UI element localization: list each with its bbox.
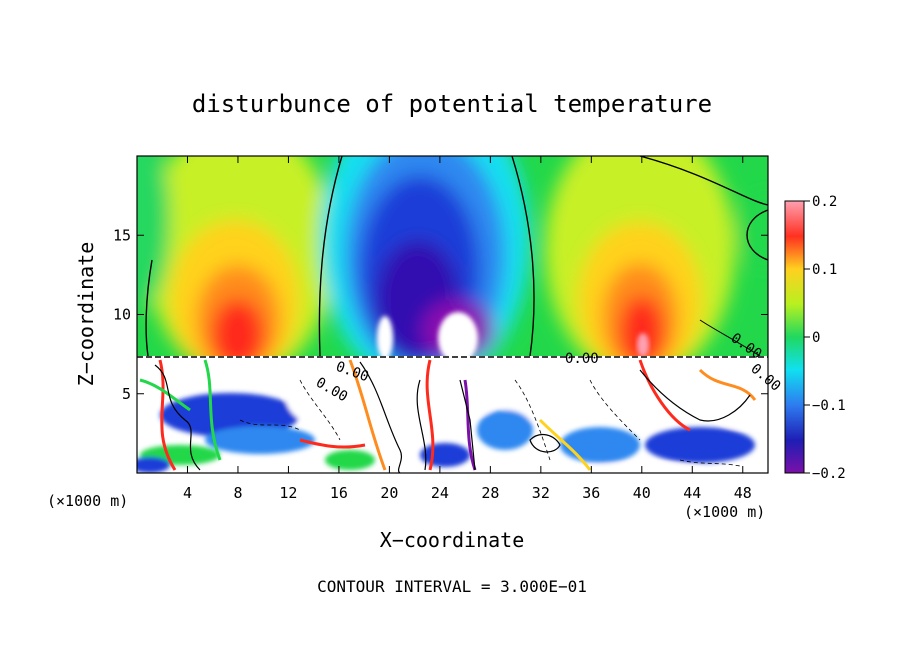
x-tick-label: 36 xyxy=(582,484,600,502)
x-axis-title: X−coordinate xyxy=(380,528,525,552)
upper-field xyxy=(137,156,768,356)
y-tick-label: 15 xyxy=(113,226,131,244)
x-axis: 4 8 12 16 20 24 28 32 36 40 44 48 xyxy=(183,156,752,502)
x-tick-label: 8 xyxy=(233,484,242,502)
lower-field xyxy=(137,356,768,473)
x-tick-label: 40 xyxy=(633,484,651,502)
x-tick-label: 24 xyxy=(431,484,449,502)
x-tick-label: 32 xyxy=(532,484,550,502)
x-unit-label-left: (×1000 m) xyxy=(47,492,128,510)
y-axis-title: Z−coordinate xyxy=(74,242,98,387)
x-tick-label: 48 xyxy=(734,484,752,502)
colorbar-tick-label: −0.2 xyxy=(812,466,846,482)
colorbar-tick-label: 0.1 xyxy=(812,262,837,278)
colorbar-tick-label: −0.1 xyxy=(812,398,846,414)
x-tick-label: 28 xyxy=(481,484,499,502)
x-tick-label: 12 xyxy=(279,484,297,502)
x-tick-label: 44 xyxy=(683,484,701,502)
x-tick-label: 16 xyxy=(330,484,348,502)
plot-area: 0.00 0.00 0.00 0.00 0.00 xyxy=(136,155,784,474)
x-unit-label-right: (×1000 m) xyxy=(684,503,765,521)
y-tick-label: 10 xyxy=(113,306,131,324)
x-tick-label: 4 xyxy=(183,484,192,502)
x-tick-label: 20 xyxy=(380,484,398,502)
contour-interval-note: CONTOUR INTERVAL = 3.000E−01 xyxy=(317,577,587,596)
contour-label: 0.00 xyxy=(565,351,599,367)
colorbar: 0.2 0.1 0 −0.1 −0.2 xyxy=(784,194,846,482)
y-tick-label: 5 xyxy=(122,385,131,403)
colorbar-tick-label: 0.2 xyxy=(812,194,837,210)
colorbar-scale xyxy=(784,200,805,474)
chart-title: disturbunce of potential temperature xyxy=(192,90,712,118)
colorbar-tick-label: 0 xyxy=(812,330,820,346)
y-axis: 5 10 15 xyxy=(113,226,768,403)
